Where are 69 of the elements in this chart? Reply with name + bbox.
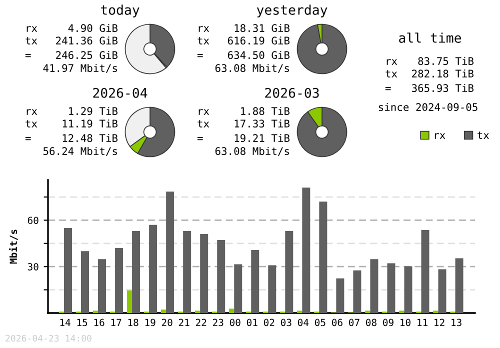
text: 17.33 TiB (234, 119, 290, 128)
text: 41.97 Mbit/s (43, 64, 117, 73)
x-tick-label: 06 (332, 318, 342, 326)
text: 12.48 TiB (62, 134, 118, 142)
text: = (197, 54, 203, 58)
x-tick-label: 01 (246, 318, 258, 326)
text: tx (198, 120, 210, 128)
x-tick-label: 16 (94, 318, 104, 326)
text: 19.21 TiB (234, 134, 290, 142)
text: 616.19 GiB (228, 36, 290, 45)
text: = (25, 137, 31, 140)
text: 282.18 TiB (412, 69, 474, 78)
text: since 2024-09-05 (378, 102, 478, 112)
text: 18.31 GiB (234, 24, 290, 32)
text: = (25, 54, 31, 58)
x-tick-label: 15 (77, 318, 88, 326)
text: 4.90 GiB (68, 24, 118, 32)
text: rx (26, 109, 38, 115)
text: tx (26, 120, 38, 128)
text: 365.93 TiB (412, 84, 474, 92)
x-tick-label: 12 (434, 318, 444, 326)
x-tick-label: 03 (280, 318, 292, 326)
y-tick-label: 30 (28, 263, 38, 270)
y-axis-title: Mbit/s (9, 230, 18, 264)
text: rx (198, 26, 210, 32)
text: 83.75 TiB (418, 56, 474, 66)
x-tick-label: 07 (348, 318, 360, 326)
x-tick-label: 22 (196, 318, 206, 326)
text: 11.19 TiB (62, 119, 118, 128)
x-tick-label: 19 (145, 318, 156, 326)
x-tick-label: 08 (366, 318, 376, 326)
text: rx (386, 59, 398, 65)
chart-title: 2026-03 (265, 88, 319, 98)
x-tick-label: 05 (314, 318, 326, 326)
text: rx (198, 109, 210, 115)
text: 246.25 GiB (56, 50, 118, 60)
x-tick-label: 04 (298, 318, 309, 326)
chart-title: today (100, 4, 140, 18)
x-tick-label: 20 (162, 318, 172, 326)
x-tick-label: 13 (452, 318, 462, 326)
text: 1.88 TiB (241, 106, 290, 116)
text: tx (386, 70, 398, 78)
legend-label: tx (478, 132, 490, 139)
x-tick-label: 11 (418, 318, 428, 326)
y-tick-label: 60 (28, 216, 38, 224)
text: tx (26, 37, 38, 44)
x-tick-label: 02 (264, 318, 274, 326)
chart-title: 2026-04 (93, 88, 148, 98)
x-tick-label: 00 (230, 318, 240, 326)
text: 63.08 Mbit/s (215, 64, 289, 73)
text: 56.24 Mbit/s (43, 146, 117, 156)
text: tx (198, 37, 210, 44)
text: 241.36 GiB (56, 36, 118, 45)
text: 1.29 TiB (69, 106, 118, 116)
x-tick-label: 14 (60, 318, 70, 326)
text: 63.08 Mbit/s (215, 146, 289, 156)
text: rx (26, 26, 38, 32)
x-tick-label: 17 (111, 318, 122, 326)
legend-label: rx (434, 133, 446, 139)
x-tick-label: 10 (400, 318, 410, 326)
x-tick-label: 18 (128, 318, 138, 326)
x-tick-label: 21 (178, 318, 190, 326)
text: = (385, 87, 391, 90)
text: all time (399, 32, 461, 43)
text: = (197, 137, 203, 140)
x-tick-label: 09 (383, 318, 394, 326)
chart-title: yesterday (256, 4, 328, 18)
text: 634.50 GiB (228, 50, 290, 60)
x-tick-label: 23 (212, 318, 224, 326)
